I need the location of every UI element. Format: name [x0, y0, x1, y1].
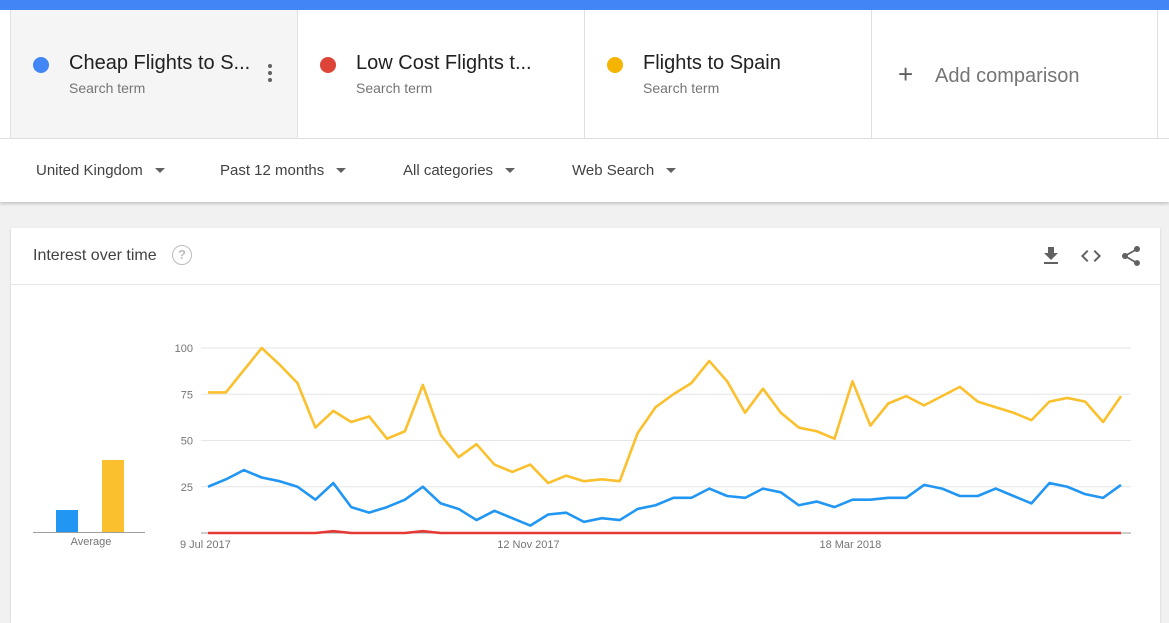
series-line-3[interactable]: [208, 346, 1123, 485]
y-tick-label: 75: [181, 389, 193, 401]
average-bar-1: [56, 510, 78, 532]
y-tick-label: 25: [181, 482, 193, 494]
term-type-label: Search term: [356, 80, 433, 96]
term-type-label: Search term: [643, 80, 720, 96]
add-comparison-button[interactable]: + Add comparison: [871, 10, 1158, 138]
help-icon[interactable]: ?: [172, 245, 192, 265]
region-dropdown[interactable]: United Kingdom: [36, 139, 165, 202]
average-label: Average: [70, 536, 112, 548]
term-name: Cheap Flights to S...: [69, 52, 251, 74]
chevron-down-icon: [336, 168, 347, 173]
chevron-down-icon: [505, 168, 516, 173]
search-type-label: Web Search: [572, 162, 655, 179]
average-bar-3: [102, 459, 124, 532]
search-type-dropdown[interactable]: Web Search: [572, 139, 677, 202]
search-term-card-3[interactable]: Flights to Spain Search term: [584, 10, 871, 138]
y-tick-label: 50: [181, 436, 193, 448]
interest-over-time-card: Interest over time ? Average 25 50 75 100 9 …: [11, 228, 1160, 623]
x-tick-label: 9 Jul 2017: [180, 539, 231, 551]
plus-icon: +: [898, 59, 914, 89]
term-color-dot: [33, 57, 49, 73]
chevron-down-icon: [154, 168, 165, 173]
chevron-down-icon: [666, 168, 677, 173]
x-tick-label: 12 Nov 2017: [497, 539, 559, 551]
region-label: United Kingdom: [36, 162, 143, 179]
download-icon[interactable]: [1039, 244, 1063, 268]
filters-bar: United Kingdom Past 12 months All catego…: [0, 139, 1169, 202]
embed-code-icon[interactable]: [1079, 244, 1103, 268]
card-header: Interest over time ?: [11, 228, 1160, 285]
average-axis: [33, 532, 145, 533]
search-terms-bar: Cheap Flights to S... Search term Low Co…: [0, 10, 1169, 139]
term-color-dot: [607, 57, 623, 73]
term-name: Low Cost Flights t...: [356, 52, 532, 74]
time-range-label: Past 12 months: [220, 162, 325, 179]
term-name: Flights to Spain: [643, 52, 781, 74]
interest-line-chart: 25 50 75 100 9 Jul 2017 12 Nov 2017 18 Mar 201…: [175, 343, 1131, 551]
share-icon[interactable]: [1119, 244, 1143, 268]
add-comparison-label: Add comparison: [935, 65, 1080, 87]
category-label: All categories: [403, 162, 494, 179]
search-term-card-1[interactable]: Cheap Flights to S... Search term: [10, 10, 297, 138]
top-accent-bar: [0, 0, 1169, 10]
time-range-dropdown[interactable]: Past 12 months: [220, 139, 347, 202]
term-type-label: Search term: [69, 80, 146, 96]
series-line-1[interactable]: [207, 468, 1122, 527]
more-options-icon[interactable]: [267, 64, 273, 84]
series-line-2[interactable]: [208, 529, 1121, 535]
card-title: Interest over time: [33, 247, 157, 264]
x-tick-label: 18 Mar 2018: [819, 539, 881, 551]
y-tick-label: 100: [175, 343, 193, 355]
search-term-card-2[interactable]: Low Cost Flights t... Search term: [297, 10, 584, 138]
term-color-dot: [320, 57, 336, 73]
category-dropdown[interactable]: All categories: [403, 139, 516, 202]
